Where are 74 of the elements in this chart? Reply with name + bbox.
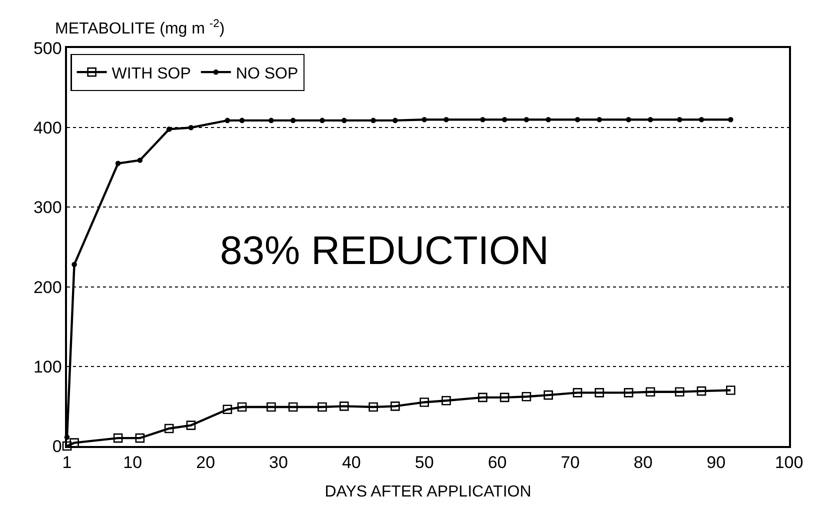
point bbox=[222, 404, 232, 414]
point bbox=[164, 424, 174, 434]
point bbox=[500, 392, 510, 402]
point bbox=[572, 388, 582, 398]
point bbox=[62, 441, 72, 451]
x-tick-label: 70 bbox=[560, 453, 580, 472]
point bbox=[522, 392, 532, 402]
point bbox=[239, 118, 245, 124]
point bbox=[674, 387, 684, 397]
y-axis-title: METABOLITE (mg m $^{-2}$) bbox=[55, 18, 225, 38]
point bbox=[186, 420, 196, 430]
point bbox=[237, 402, 247, 412]
point bbox=[676, 116, 682, 122]
x-tick-label: 30 bbox=[269, 453, 288, 472]
x-axis-title: DAYS AFTER APPLICATION bbox=[324, 483, 532, 500]
point bbox=[113, 433, 123, 443]
y-tick-label: 500 bbox=[33, 38, 62, 58]
point bbox=[370, 118, 376, 124]
legend-label: NO SOP bbox=[236, 65, 298, 82]
y-tick-label: 400 bbox=[33, 118, 62, 138]
point bbox=[268, 118, 274, 124]
y-tick-label: 300 bbox=[33, 198, 62, 218]
point bbox=[341, 118, 347, 124]
point bbox=[596, 116, 602, 122]
point bbox=[698, 116, 704, 122]
point bbox=[726, 386, 736, 395]
point bbox=[502, 116, 508, 122]
point bbox=[318, 402, 327, 412]
x-tick-label: 80 bbox=[634, 453, 653, 472]
point bbox=[266, 402, 276, 412]
x-tick-label: 20 bbox=[196, 453, 216, 472]
point bbox=[390, 402, 400, 411]
x-tick-label: 60 bbox=[488, 453, 507, 472]
point bbox=[624, 388, 634, 398]
x-tick-label: 1 bbox=[62, 453, 72, 472]
point bbox=[422, 116, 427, 122]
point bbox=[288, 402, 298, 412]
legend-label: WITH SOP bbox=[112, 65, 191, 82]
point bbox=[368, 402, 378, 412]
x-tick-label: 100 bbox=[774, 453, 804, 472]
point bbox=[648, 116, 654, 122]
point bbox=[72, 262, 77, 268]
x-tick-label: 90 bbox=[706, 453, 726, 472]
point bbox=[320, 118, 325, 124]
point bbox=[166, 126, 172, 132]
point bbox=[420, 398, 429, 407]
point bbox=[574, 116, 580, 122]
point bbox=[524, 116, 530, 122]
annotation: 83% REDUCTION bbox=[220, 229, 549, 273]
x-tick-label: 10 bbox=[123, 453, 142, 472]
point bbox=[339, 402, 349, 411]
point bbox=[728, 116, 734, 122]
y-tick-label: 100 bbox=[33, 357, 62, 376]
point bbox=[442, 396, 451, 406]
point bbox=[444, 116, 449, 122]
point bbox=[480, 116, 486, 122]
point bbox=[478, 392, 488, 402]
point bbox=[392, 118, 398, 124]
x-tick-label: 50 bbox=[414, 453, 434, 472]
x-tick-label: 40 bbox=[342, 453, 361, 472]
point bbox=[646, 387, 656, 397]
point bbox=[544, 390, 553, 400]
y-tick-label: 200 bbox=[33, 278, 62, 297]
point bbox=[696, 386, 706, 396]
point bbox=[594, 388, 604, 398]
point bbox=[135, 433, 145, 443]
y-tick-label: 0 bbox=[52, 436, 62, 456]
point bbox=[115, 160, 121, 166]
point bbox=[626, 116, 632, 122]
point bbox=[546, 116, 551, 122]
point bbox=[290, 118, 296, 124]
point bbox=[188, 124, 194, 130]
point bbox=[224, 118, 230, 124]
point bbox=[137, 158, 143, 163]
